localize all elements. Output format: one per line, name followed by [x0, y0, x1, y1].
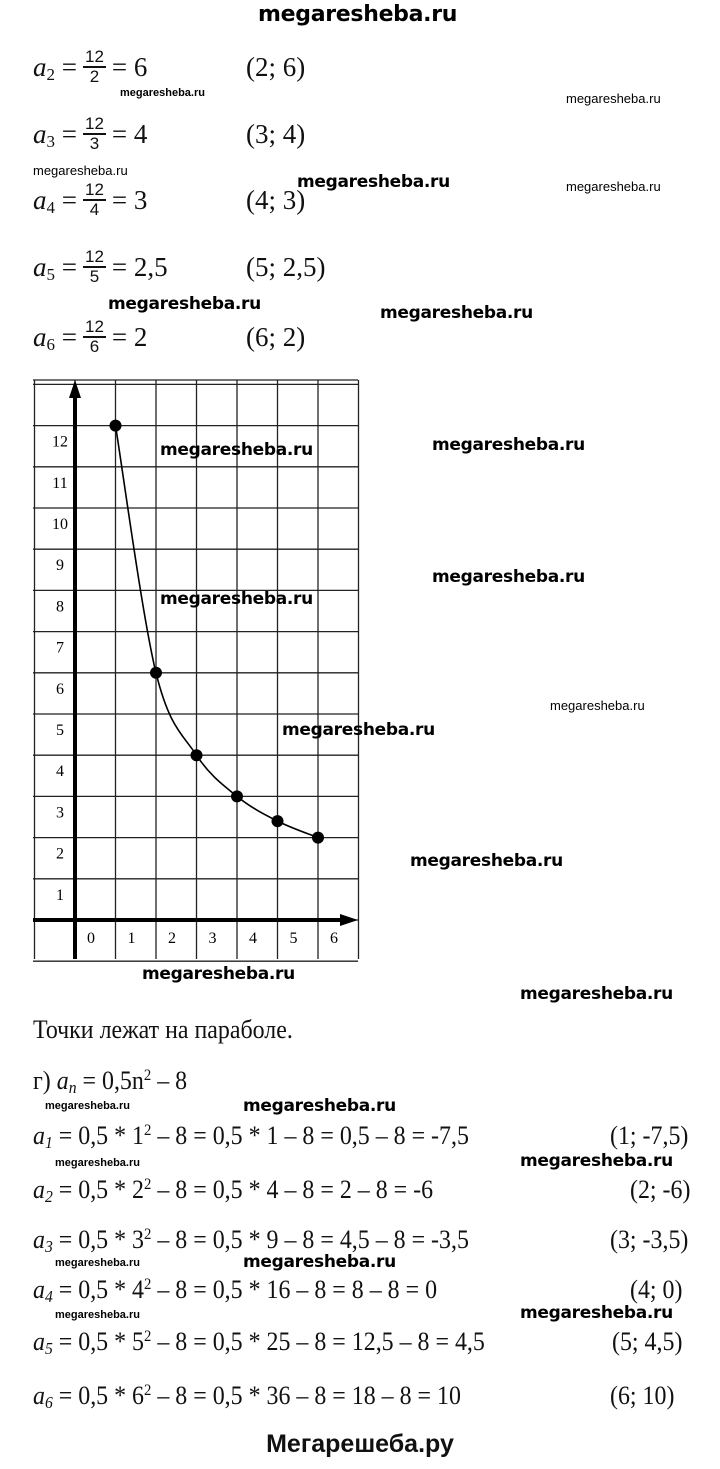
part-g-formula: г) an = 0,5n2 – 8 — [33, 1066, 188, 1097]
equation-row: a6 = 0,5 * 62 – 8 = 0,5 * 36 – 8 = 18 – … — [33, 1381, 461, 1412]
equation-row: a6 = 12 6 = 2 (6; 2) — [33, 317, 306, 356]
watermark-header: megaresheba.ru — [258, 2, 458, 27]
x-axis-arrow — [340, 914, 358, 926]
point: (6; 2) — [246, 322, 306, 352]
watermark: megaresheba.ru — [520, 984, 673, 1004]
equation-row: a4 = 0,5 * 42 – 8 = 0,5 * 16 – 8 = 8 – 8… — [33, 1275, 438, 1306]
watermark: megaresheba.ru — [432, 435, 585, 455]
y-axis-arrow — [69, 380, 81, 398]
term-a: a3 — [33, 118, 55, 151]
watermark: megaresheba.ru — [520, 1303, 673, 1323]
watermark: megaresheba.ru — [566, 179, 661, 194]
equation-row: a2 = 0,5 * 22 – 8 = 0,5 * 4 – 8 = 2 – 8 … — [33, 1175, 434, 1206]
watermark: megaresheba.ru — [160, 589, 313, 609]
equation-row: a1 = 0,5 * 12 – 8 = 0,5 * 1 – 8 = 0,5 – … — [33, 1121, 469, 1152]
watermark: megaresheba.ru — [108, 294, 261, 314]
watermark: megaresheba.ru — [55, 1157, 140, 1169]
data-point — [190, 749, 203, 762]
watermark: megaresheba.ru — [243, 1096, 396, 1116]
result: = 3 — [111, 185, 148, 215]
watermark: megaresheba.ru — [550, 698, 645, 713]
x-tick-label: 4 — [249, 930, 257, 947]
y-tick-label: 1 — [56, 887, 64, 904]
data-point — [231, 790, 243, 803]
result: = 2 — [111, 322, 148, 352]
equation-row: a2 = 12 2 = 6 (2; 6) — [33, 47, 306, 86]
y-tick-label: 3 — [56, 804, 64, 821]
footer-brand: Мегарешеба.ру — [266, 1430, 454, 1458]
equation-row: a5 = 0,5 * 52 – 8 = 0,5 * 25 – 8 = 12,5 … — [33, 1327, 485, 1358]
term-a: a4 — [33, 184, 55, 217]
data-point — [109, 419, 122, 432]
y-tick-label: 10 — [52, 516, 68, 533]
watermark: megaresheba.ru — [45, 1100, 130, 1112]
watermark: megaresheba.ru — [380, 303, 533, 323]
y-tick-label: 2 — [56, 846, 64, 863]
y-tick-label: 8 — [56, 598, 64, 615]
y-tick-label: 11 — [52, 475, 67, 492]
equation-row: a5 = 12 5 = 2,5 (5; 2,5) — [33, 247, 326, 286]
data-point — [150, 666, 162, 679]
watermark: megaresheba.ru — [243, 1252, 396, 1272]
point: (4; 3) — [246, 185, 306, 215]
point: (3; 4) — [246, 119, 306, 149]
fraction: 12 3 — [82, 114, 106, 153]
data-point — [312, 831, 324, 844]
fraction: 12 2 — [82, 47, 106, 86]
point: (3; -3,5) — [610, 1225, 689, 1254]
x-tick-label: 0 — [87, 930, 95, 947]
watermark: megaresheba.ru — [297, 172, 450, 192]
watermark: megaresheba.ru — [55, 1309, 140, 1321]
equation-row: a3 = 12 3 = 4 (3; 4) — [33, 114, 306, 153]
x-tick-label: 2 — [168, 930, 176, 947]
x-tick-label: 5 — [290, 930, 298, 947]
watermark: megaresheba.ru — [160, 440, 313, 460]
conclusion-text: Точки лежат на параболе. — [33, 1015, 293, 1044]
y-tick-label: 5 — [56, 722, 64, 739]
watermark: megaresheba.ru — [33, 163, 128, 178]
watermark: megaresheba.ru — [520, 1151, 673, 1171]
point: (2; 6) — [246, 52, 306, 82]
watermark: megaresheba.ru — [55, 1257, 140, 1269]
y-tick-label: 7 — [56, 640, 64, 657]
x-tick-label: 1 — [128, 930, 136, 947]
watermark: megaresheba.ru — [282, 720, 435, 740]
point: (4; 0) — [630, 1275, 683, 1304]
result: = 6 — [111, 52, 148, 82]
point: (1; -7,5) — [610, 1121, 689, 1150]
result: = 2,5 — [111, 252, 168, 282]
y-tick-label: 6 — [56, 681, 64, 698]
point: (5; 2,5) — [246, 252, 326, 282]
y-tick-label: 9 — [56, 557, 64, 574]
point: (6; 10) — [610, 1381, 675, 1410]
data-point — [271, 815, 284, 828]
watermark: megaresheba.ru — [410, 851, 563, 871]
fraction: 12 5 — [82, 247, 106, 286]
watermark: megaresheba.ru — [120, 87, 205, 99]
term-a: a5 — [33, 251, 55, 284]
point: (2; -6) — [630, 1175, 691, 1204]
y-tick-label: 12 — [52, 434, 68, 451]
term-a: a6 — [33, 321, 55, 354]
fraction: 12 6 — [82, 317, 106, 356]
term-a: a2 — [33, 51, 55, 84]
fraction: 12 4 — [82, 180, 106, 219]
equation-row: a3 = 0,5 * 32 – 8 = 0,5 * 9 – 8 = 4,5 – … — [33, 1225, 469, 1256]
y-tick-label: 4 — [56, 763, 64, 780]
equation-row: a4 = 12 4 = 3 (4; 3) — [33, 180, 306, 219]
result: = 4 — [111, 119, 148, 149]
watermark: megaresheba.ru — [432, 567, 585, 587]
point: (5; 4,5) — [612, 1327, 683, 1356]
watermark: megaresheba.ru — [142, 964, 295, 984]
x-tick-label: 3 — [209, 930, 217, 947]
x-tick-label: 6 — [330, 930, 338, 947]
watermark: megaresheba.ru — [566, 91, 661, 106]
